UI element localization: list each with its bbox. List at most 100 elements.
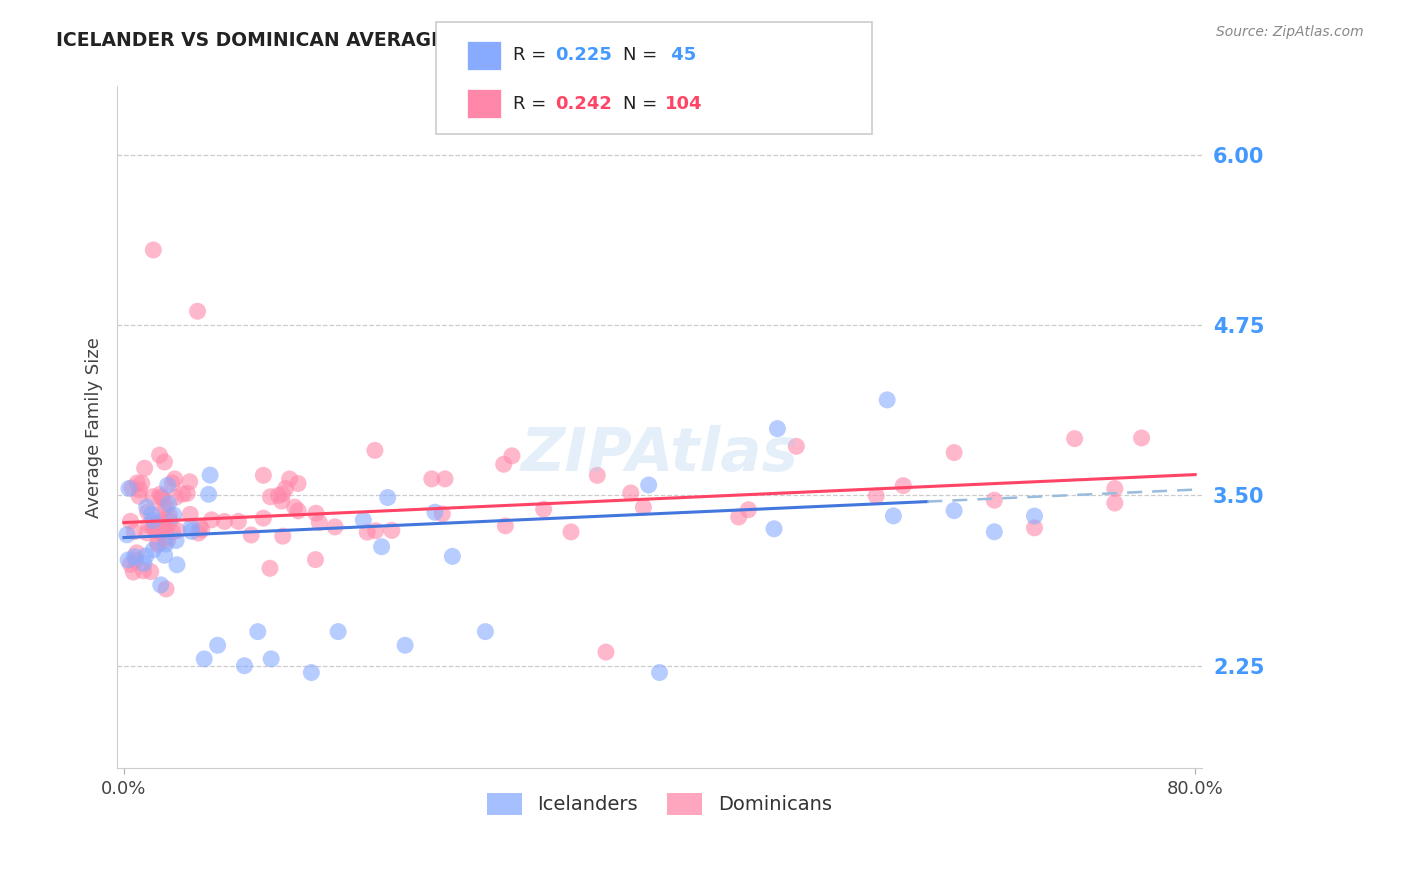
- Point: [180, 524, 202, 539]
- Point: [146, 536, 169, 550]
- Point: [323, 520, 346, 534]
- Point: [305, 506, 328, 520]
- Point: [501, 449, 523, 463]
- Point: [560, 524, 582, 539]
- Point: [136, 505, 159, 519]
- Point: [153, 548, 176, 562]
- Point: [150, 516, 173, 531]
- Point: [586, 468, 609, 483]
- Point: [198, 468, 221, 483]
- Point: [120, 514, 142, 528]
- Text: 45: 45: [665, 46, 696, 64]
- Point: [637, 478, 659, 492]
- Point: [138, 518, 160, 533]
- Point: [165, 533, 187, 548]
- Point: [1104, 482, 1126, 496]
- Point: [186, 304, 208, 318]
- Text: R =: R =: [513, 95, 553, 112]
- Point: [142, 542, 165, 557]
- Point: [274, 482, 297, 496]
- Point: [156, 522, 179, 536]
- Point: [141, 508, 163, 522]
- Point: [135, 525, 157, 540]
- Point: [287, 504, 309, 518]
- Point: [633, 500, 655, 515]
- Point: [150, 490, 173, 504]
- Point: [165, 490, 187, 504]
- Point: [180, 520, 202, 534]
- Point: [1130, 431, 1153, 445]
- Point: [267, 488, 290, 502]
- Point: [166, 558, 188, 572]
- Point: [1063, 432, 1085, 446]
- Point: [142, 490, 165, 504]
- Point: [207, 638, 229, 652]
- Point: [176, 486, 198, 500]
- Point: [157, 497, 180, 511]
- Point: [187, 526, 209, 541]
- Point: [163, 508, 186, 523]
- Y-axis label: Average Family Size: Average Family Size: [86, 336, 103, 517]
- Point: [127, 475, 149, 490]
- Point: [240, 528, 263, 542]
- Text: ZIPAtlas: ZIPAtlas: [520, 425, 799, 484]
- Legend: Icelanders, Dominicans: Icelanders, Dominicans: [479, 785, 839, 823]
- Point: [377, 491, 399, 505]
- Point: [155, 582, 177, 596]
- Point: [132, 557, 155, 571]
- Point: [142, 514, 165, 528]
- Point: [943, 445, 966, 459]
- Point: [308, 516, 330, 530]
- Point: [124, 553, 146, 567]
- Point: [124, 549, 146, 564]
- Point: [149, 524, 172, 539]
- Point: [648, 665, 671, 680]
- Point: [364, 443, 387, 458]
- Text: 0.242: 0.242: [555, 95, 612, 112]
- Point: [146, 537, 169, 551]
- Point: [134, 461, 156, 475]
- Point: [352, 513, 374, 527]
- Point: [270, 494, 292, 508]
- Point: [120, 558, 142, 572]
- Point: [146, 518, 169, 533]
- Text: Source: ZipAtlas.com: Source: ZipAtlas.com: [1216, 25, 1364, 39]
- Point: [252, 468, 274, 483]
- Point: [122, 565, 145, 579]
- Point: [149, 578, 172, 592]
- Point: [200, 513, 222, 527]
- Point: [179, 475, 201, 489]
- Point: [128, 489, 150, 503]
- Point: [214, 515, 236, 529]
- Text: ICELANDER VS DOMINICAN AVERAGE FAMILY SIZE CORRELATION CHART: ICELANDER VS DOMINICAN AVERAGE FAMILY SI…: [56, 31, 808, 50]
- Point: [595, 645, 617, 659]
- Point: [142, 520, 165, 534]
- Point: [943, 503, 966, 517]
- Point: [737, 502, 759, 516]
- Point: [115, 528, 138, 542]
- Point: [118, 482, 141, 496]
- Text: 104: 104: [665, 95, 703, 112]
- Point: [492, 457, 515, 471]
- Point: [143, 522, 166, 536]
- Point: [727, 510, 749, 524]
- Point: [432, 507, 454, 521]
- Point: [533, 502, 555, 516]
- Point: [364, 524, 387, 538]
- Point: [156, 533, 179, 548]
- Text: N =: N =: [623, 95, 662, 112]
- Point: [620, 486, 643, 500]
- Point: [420, 472, 443, 486]
- Point: [287, 476, 309, 491]
- Point: [155, 537, 177, 551]
- Point: [156, 478, 179, 492]
- Point: [865, 489, 887, 503]
- Point: [326, 624, 349, 639]
- Point: [252, 511, 274, 525]
- Point: [163, 472, 186, 486]
- Point: [139, 565, 162, 579]
- Point: [882, 508, 904, 523]
- Point: [259, 490, 281, 504]
- Point: [381, 524, 404, 538]
- Point: [135, 549, 157, 563]
